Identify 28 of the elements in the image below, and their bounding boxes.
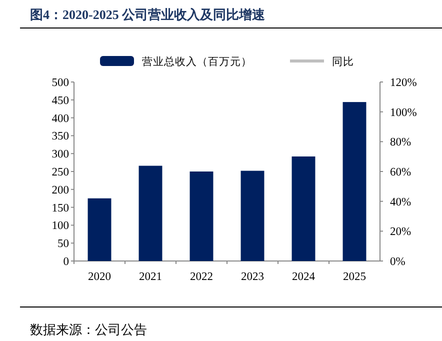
ytick: 500 (52, 77, 69, 89)
xtick: 2022 (190, 271, 213, 283)
ytick: 100 (52, 220, 69, 232)
ytick: 150 (52, 202, 69, 214)
xtick: 2021 (139, 271, 162, 283)
ytick: 0 (63, 256, 69, 268)
y2tick: 120% (390, 77, 417, 89)
y2tick: 100% (390, 106, 417, 119)
y2tick: 0% (390, 256, 406, 268)
ytick: 50 (58, 238, 69, 250)
title: 图4：2020-2025 公司营业收入及同比增速 (30, 7, 266, 22)
y2tick: 80% (390, 136, 412, 149)
ytick: 300 (52, 148, 69, 161)
legend-label: 同比 (332, 57, 354, 68)
xtick: 2020 (88, 271, 111, 283)
ytick: 350 (52, 130, 69, 143)
xtick: 2023 (241, 271, 264, 283)
xtick: 2024 (292, 271, 315, 283)
xtick: 2025 (343, 271, 366, 283)
ytick: 400 (52, 112, 69, 125)
legend-label: 营业总收入（百万元） (142, 57, 252, 68)
annotation: 数据来源：公司公告 (30, 322, 147, 337)
ytick: 250 (52, 166, 69, 178)
y2tick: 20% (390, 226, 412, 238)
y2tick: 40% (390, 196, 412, 208)
y2tick: 60% (390, 166, 412, 178)
ytick: 200 (52, 184, 69, 196)
ytick: 450 (52, 94, 69, 107)
